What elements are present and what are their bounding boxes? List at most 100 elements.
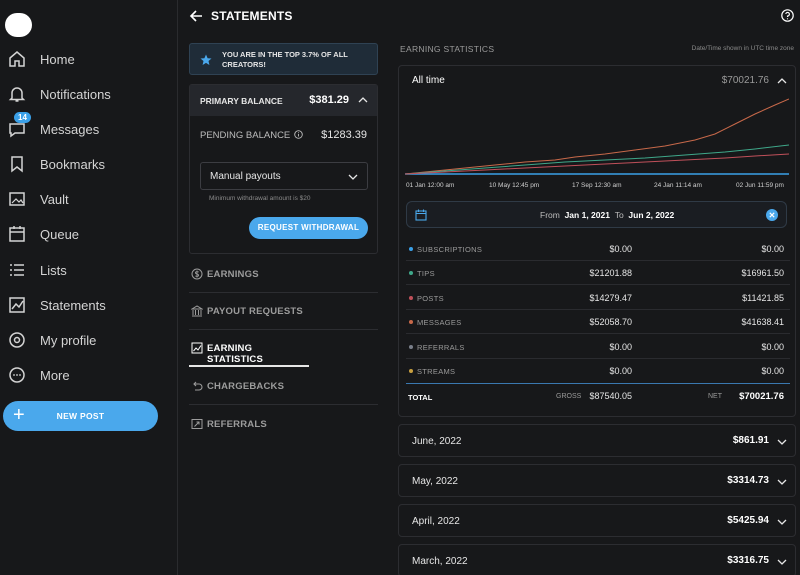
sidebar-item-statements[interactable]: Statements bbox=[0, 290, 170, 320]
posts-line bbox=[405, 153, 789, 175]
sidebar-item-label: My profile bbox=[40, 332, 97, 348]
net-label: NET bbox=[708, 393, 722, 400]
stat-gross: $52058.70 bbox=[589, 317, 632, 327]
pending-balance-value: $1283.39 bbox=[321, 129, 367, 141]
sidebar-item-label: Messages bbox=[40, 121, 100, 137]
menu-item-payout-requests[interactable]: PAYOUT REQUESTS bbox=[189, 293, 378, 330]
chevron-down-icon bbox=[777, 439, 787, 445]
calendar-icon bbox=[9, 226, 25, 242]
new-post-button[interactable]: + NEW POST bbox=[3, 401, 158, 431]
messages-badge: 14 bbox=[14, 112, 31, 123]
sidebar-item-home[interactable]: Home bbox=[0, 44, 170, 74]
help-icon[interactable] bbox=[781, 9, 794, 22]
bell-icon bbox=[8, 87, 26, 102]
referral-icon bbox=[191, 419, 203, 429]
stat-net: $0.00 bbox=[761, 342, 784, 352]
chevron-down-icon bbox=[348, 174, 358, 180]
menu-item-earning-statistics[interactable]: EARNING STATISTICS bbox=[189, 330, 309, 367]
total-label: TOTAL bbox=[408, 393, 433, 402]
list-icon bbox=[10, 264, 24, 276]
primary-balance-label: PRIMARY BALANCE bbox=[200, 96, 283, 106]
message-icon bbox=[9, 123, 25, 138]
legend-dot bbox=[409, 369, 413, 373]
stat-gross: $0.00 bbox=[609, 244, 632, 254]
legend-dot bbox=[409, 271, 413, 275]
page-title: STATEMENTS bbox=[211, 9, 293, 23]
date-range-picker[interactable]: From Jan 1, 2021 To Jun 2, 2022 bbox=[406, 201, 787, 228]
menu-item-label: CHARGEBACKS bbox=[207, 381, 285, 392]
banner-text: YOU ARE IN THE TOP 3.7% OF ALL CREATORS! bbox=[222, 50, 348, 69]
menu-item-chargebacks[interactable]: CHARGEBACKS bbox=[189, 368, 378, 405]
all-time-panel: All time $70021.76 01 Jan 12:00 am 10 Ma… bbox=[398, 65, 796, 417]
primary-balance-row[interactable]: PRIMARY BALANCE $381.29 bbox=[190, 85, 377, 116]
month-row-may-2022[interactable]: May, 2022 $3314.73 bbox=[398, 464, 796, 497]
chart-icon bbox=[9, 297, 25, 313]
sidebar-item-my-profile[interactable]: My profile bbox=[0, 325, 170, 355]
month-label: June, 2022 bbox=[412, 436, 462, 447]
sidebar-item-notifications[interactable]: Notifications bbox=[0, 79, 170, 109]
request-withdrawal-button[interactable]: REQUEST WITHDRAWAL bbox=[249, 217, 368, 239]
sidebar-item-label: Queue bbox=[40, 226, 80, 242]
avatar[interactable] bbox=[5, 13, 32, 37]
sidebar-item-label: Bookmarks bbox=[40, 156, 106, 172]
chart-icon bbox=[191, 342, 203, 354]
stat-name: MESSAGES bbox=[417, 318, 462, 327]
stat-net: $0.00 bbox=[761, 244, 784, 254]
image-icon bbox=[9, 192, 25, 206]
date-tick: 02 Jun 11:59 pm bbox=[736, 182, 784, 189]
stat-row-referrals: REFERRALS $0.00 $0.00 bbox=[406, 335, 790, 359]
clear-icon[interactable] bbox=[766, 209, 778, 221]
month-value: $5425.94 bbox=[727, 515, 769, 526]
chart-date-axis: 01 Jan 12:00 am 10 May 12:45 pm 17 Sep 1… bbox=[399, 182, 795, 192]
stat-net: $41638.41 bbox=[741, 317, 784, 327]
sidebar-item-more[interactable]: More bbox=[0, 360, 170, 390]
legend-dot bbox=[409, 345, 413, 349]
stat-name: STREAMS bbox=[417, 367, 456, 376]
sidebar-item-bookmarks[interactable]: Bookmarks bbox=[0, 149, 170, 179]
chevron-up-icon[interactable] bbox=[358, 95, 368, 105]
date-tick: 24 Jan 11:14 am bbox=[654, 182, 702, 189]
date-tick: 10 May 12:45 pm bbox=[489, 182, 540, 189]
minimum-withdrawal-note: Minimum withdrawal amount is $20 bbox=[209, 195, 311, 202]
stat-gross: $21201.88 bbox=[589, 268, 632, 278]
chevron-down-icon bbox=[777, 559, 787, 565]
sidebar-item-label: Vault bbox=[40, 191, 69, 207]
timezone-note: Date/Time shown in UTC time zone bbox=[691, 45, 794, 52]
info-icon[interactable] bbox=[294, 130, 303, 139]
messages-line bbox=[405, 98, 789, 175]
legend-dot bbox=[409, 320, 413, 324]
top-creator-banner: YOU ARE IN THE TOP 3.7% OF ALL CREATORS! bbox=[189, 43, 378, 75]
chevron-up-icon[interactable] bbox=[777, 76, 787, 86]
home-icon bbox=[9, 51, 25, 67]
dollar-icon bbox=[191, 268, 203, 280]
header: STATEMENTS bbox=[179, 0, 800, 32]
earning-statistics-title: EARNING STATISTICS bbox=[400, 44, 495, 54]
month-row-march-2022[interactable]: March, 2022 $3316.75 bbox=[398, 544, 796, 575]
stat-row-posts: POSTS $14279.47 $11421.85 bbox=[406, 286, 790, 310]
month-value: $861.91 bbox=[732, 435, 769, 446]
sidebar-item-messages[interactable]: 14 Messages bbox=[0, 112, 170, 144]
menu-item-label: EARNING STATISTICS bbox=[207, 343, 264, 365]
month-row-april-2022[interactable]: April, 2022 $5425.94 bbox=[398, 504, 796, 537]
stat-net: $11421.85 bbox=[742, 293, 784, 303]
sidebar-item-vault[interactable]: Vault bbox=[0, 184, 170, 214]
stat-gross: $14279.47 bbox=[589, 293, 632, 303]
back-arrow-icon[interactable] bbox=[189, 8, 203, 24]
plus-icon: + bbox=[13, 404, 25, 426]
sidebar-item-lists[interactable]: Lists bbox=[0, 255, 170, 285]
menu-item-referrals[interactable]: REFERRALS bbox=[189, 406, 378, 443]
payout-mode-select[interactable]: Manual payouts bbox=[200, 162, 368, 190]
total-row: TOTAL GROSS $87540.05 NET $70021.76 bbox=[406, 383, 790, 409]
month-label: May, 2022 bbox=[412, 476, 458, 487]
menu-item-earnings[interactable]: EARNINGS bbox=[189, 256, 378, 293]
sidebar-item-queue[interactable]: Queue bbox=[0, 219, 170, 249]
stat-row-messages: MESSAGES $52058.70 $41638.41 bbox=[406, 310, 790, 334]
menu-item-label: EARNINGS bbox=[207, 269, 259, 280]
primary-balance-value: $381.29 bbox=[309, 94, 349, 106]
date-range-text: From Jan 1, 2021 To Jun 2, 2022 bbox=[540, 210, 675, 220]
month-label: April, 2022 bbox=[412, 516, 460, 527]
month-row-june-2022[interactable]: June, 2022 $861.91 bbox=[398, 424, 796, 457]
sidebar-item-label: Notifications bbox=[40, 86, 111, 102]
menu-item-label: REFERRALS bbox=[207, 419, 267, 430]
calendar-icon[interactable] bbox=[415, 209, 427, 221]
